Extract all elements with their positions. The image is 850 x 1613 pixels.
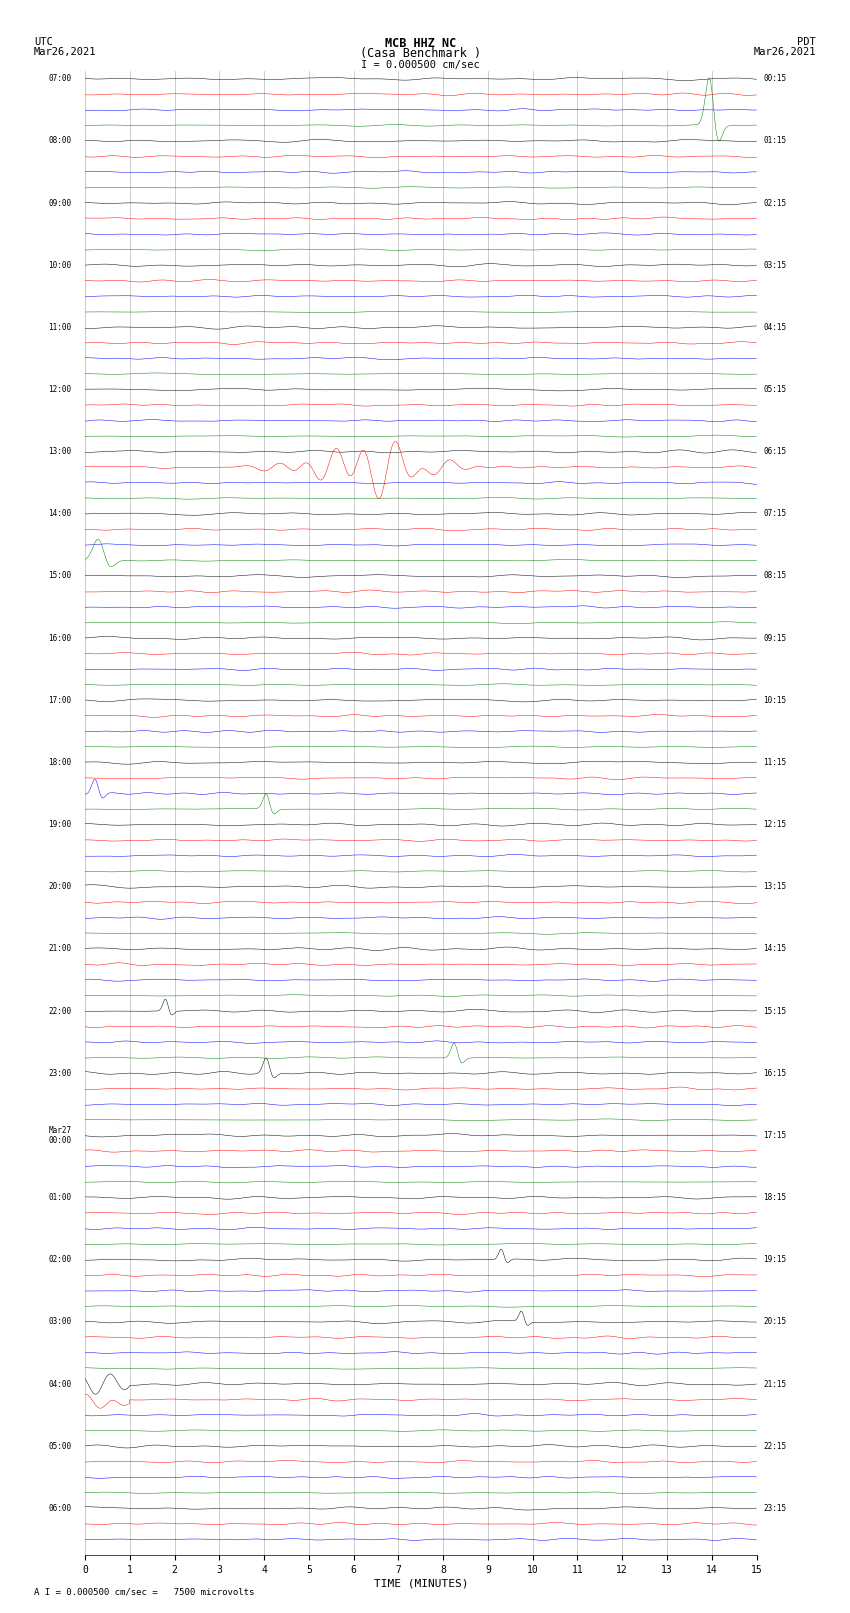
Text: 12:15: 12:15	[763, 819, 786, 829]
Text: 17:00: 17:00	[48, 695, 71, 705]
Text: 03:00: 03:00	[48, 1318, 71, 1326]
Text: 20:15: 20:15	[763, 1318, 786, 1326]
Text: 01:00: 01:00	[48, 1194, 71, 1202]
Text: MCB HHZ NC: MCB HHZ NC	[385, 37, 456, 50]
Text: Mar26,2021: Mar26,2021	[34, 47, 97, 56]
Text: 18:15: 18:15	[763, 1194, 786, 1202]
Text: 14:15: 14:15	[763, 945, 786, 953]
Text: 22:15: 22:15	[763, 1442, 786, 1450]
Text: 04:00: 04:00	[48, 1379, 71, 1389]
Text: 23:00: 23:00	[48, 1069, 71, 1077]
Text: UTC: UTC	[34, 37, 53, 47]
Text: 21:15: 21:15	[763, 1379, 786, 1389]
Text: 23:15: 23:15	[763, 1503, 786, 1513]
Text: 20:00: 20:00	[48, 882, 71, 892]
Text: 11:00: 11:00	[48, 323, 71, 332]
Text: 01:15: 01:15	[763, 137, 786, 145]
Text: 00:15: 00:15	[763, 74, 786, 84]
Text: 19:15: 19:15	[763, 1255, 786, 1265]
Text: 11:15: 11:15	[763, 758, 786, 766]
Text: 06:00: 06:00	[48, 1503, 71, 1513]
Text: 22:00: 22:00	[48, 1007, 71, 1016]
Text: 13:00: 13:00	[48, 447, 71, 456]
Text: 09:00: 09:00	[48, 198, 71, 208]
Text: 09:15: 09:15	[763, 634, 786, 642]
Text: 06:15: 06:15	[763, 447, 786, 456]
Text: 15:00: 15:00	[48, 571, 71, 581]
Text: (Casa Benchmark ): (Casa Benchmark )	[360, 47, 481, 60]
Text: 02:15: 02:15	[763, 198, 786, 208]
Text: 10:15: 10:15	[763, 695, 786, 705]
Text: 02:00: 02:00	[48, 1255, 71, 1265]
Text: 13:15: 13:15	[763, 882, 786, 892]
Text: Mar27
00:00: Mar27 00:00	[48, 1126, 71, 1145]
Text: A I = 0.000500 cm/sec =   7500 microvolts: A I = 0.000500 cm/sec = 7500 microvolts	[34, 1587, 254, 1597]
Text: 21:00: 21:00	[48, 945, 71, 953]
Text: 10:00: 10:00	[48, 261, 71, 269]
Text: 12:00: 12:00	[48, 386, 71, 394]
Text: 04:15: 04:15	[763, 323, 786, 332]
Text: I = 0.000500 cm/sec: I = 0.000500 cm/sec	[361, 60, 480, 69]
Text: 17:15: 17:15	[763, 1131, 786, 1140]
Text: 15:15: 15:15	[763, 1007, 786, 1016]
Text: 14:00: 14:00	[48, 510, 71, 518]
Text: 18:00: 18:00	[48, 758, 71, 766]
Text: 08:15: 08:15	[763, 571, 786, 581]
Text: 08:00: 08:00	[48, 137, 71, 145]
Text: 07:15: 07:15	[763, 510, 786, 518]
Text: Mar26,2021: Mar26,2021	[753, 47, 816, 56]
Text: 16:15: 16:15	[763, 1069, 786, 1077]
Text: 19:00: 19:00	[48, 819, 71, 829]
Text: PDT: PDT	[797, 37, 816, 47]
Text: 05:15: 05:15	[763, 386, 786, 394]
Text: 05:00: 05:00	[48, 1442, 71, 1450]
Text: 03:15: 03:15	[763, 261, 786, 269]
Text: 07:00: 07:00	[48, 74, 71, 84]
X-axis label: TIME (MINUTES): TIME (MINUTES)	[373, 1579, 468, 1589]
Text: 16:00: 16:00	[48, 634, 71, 642]
